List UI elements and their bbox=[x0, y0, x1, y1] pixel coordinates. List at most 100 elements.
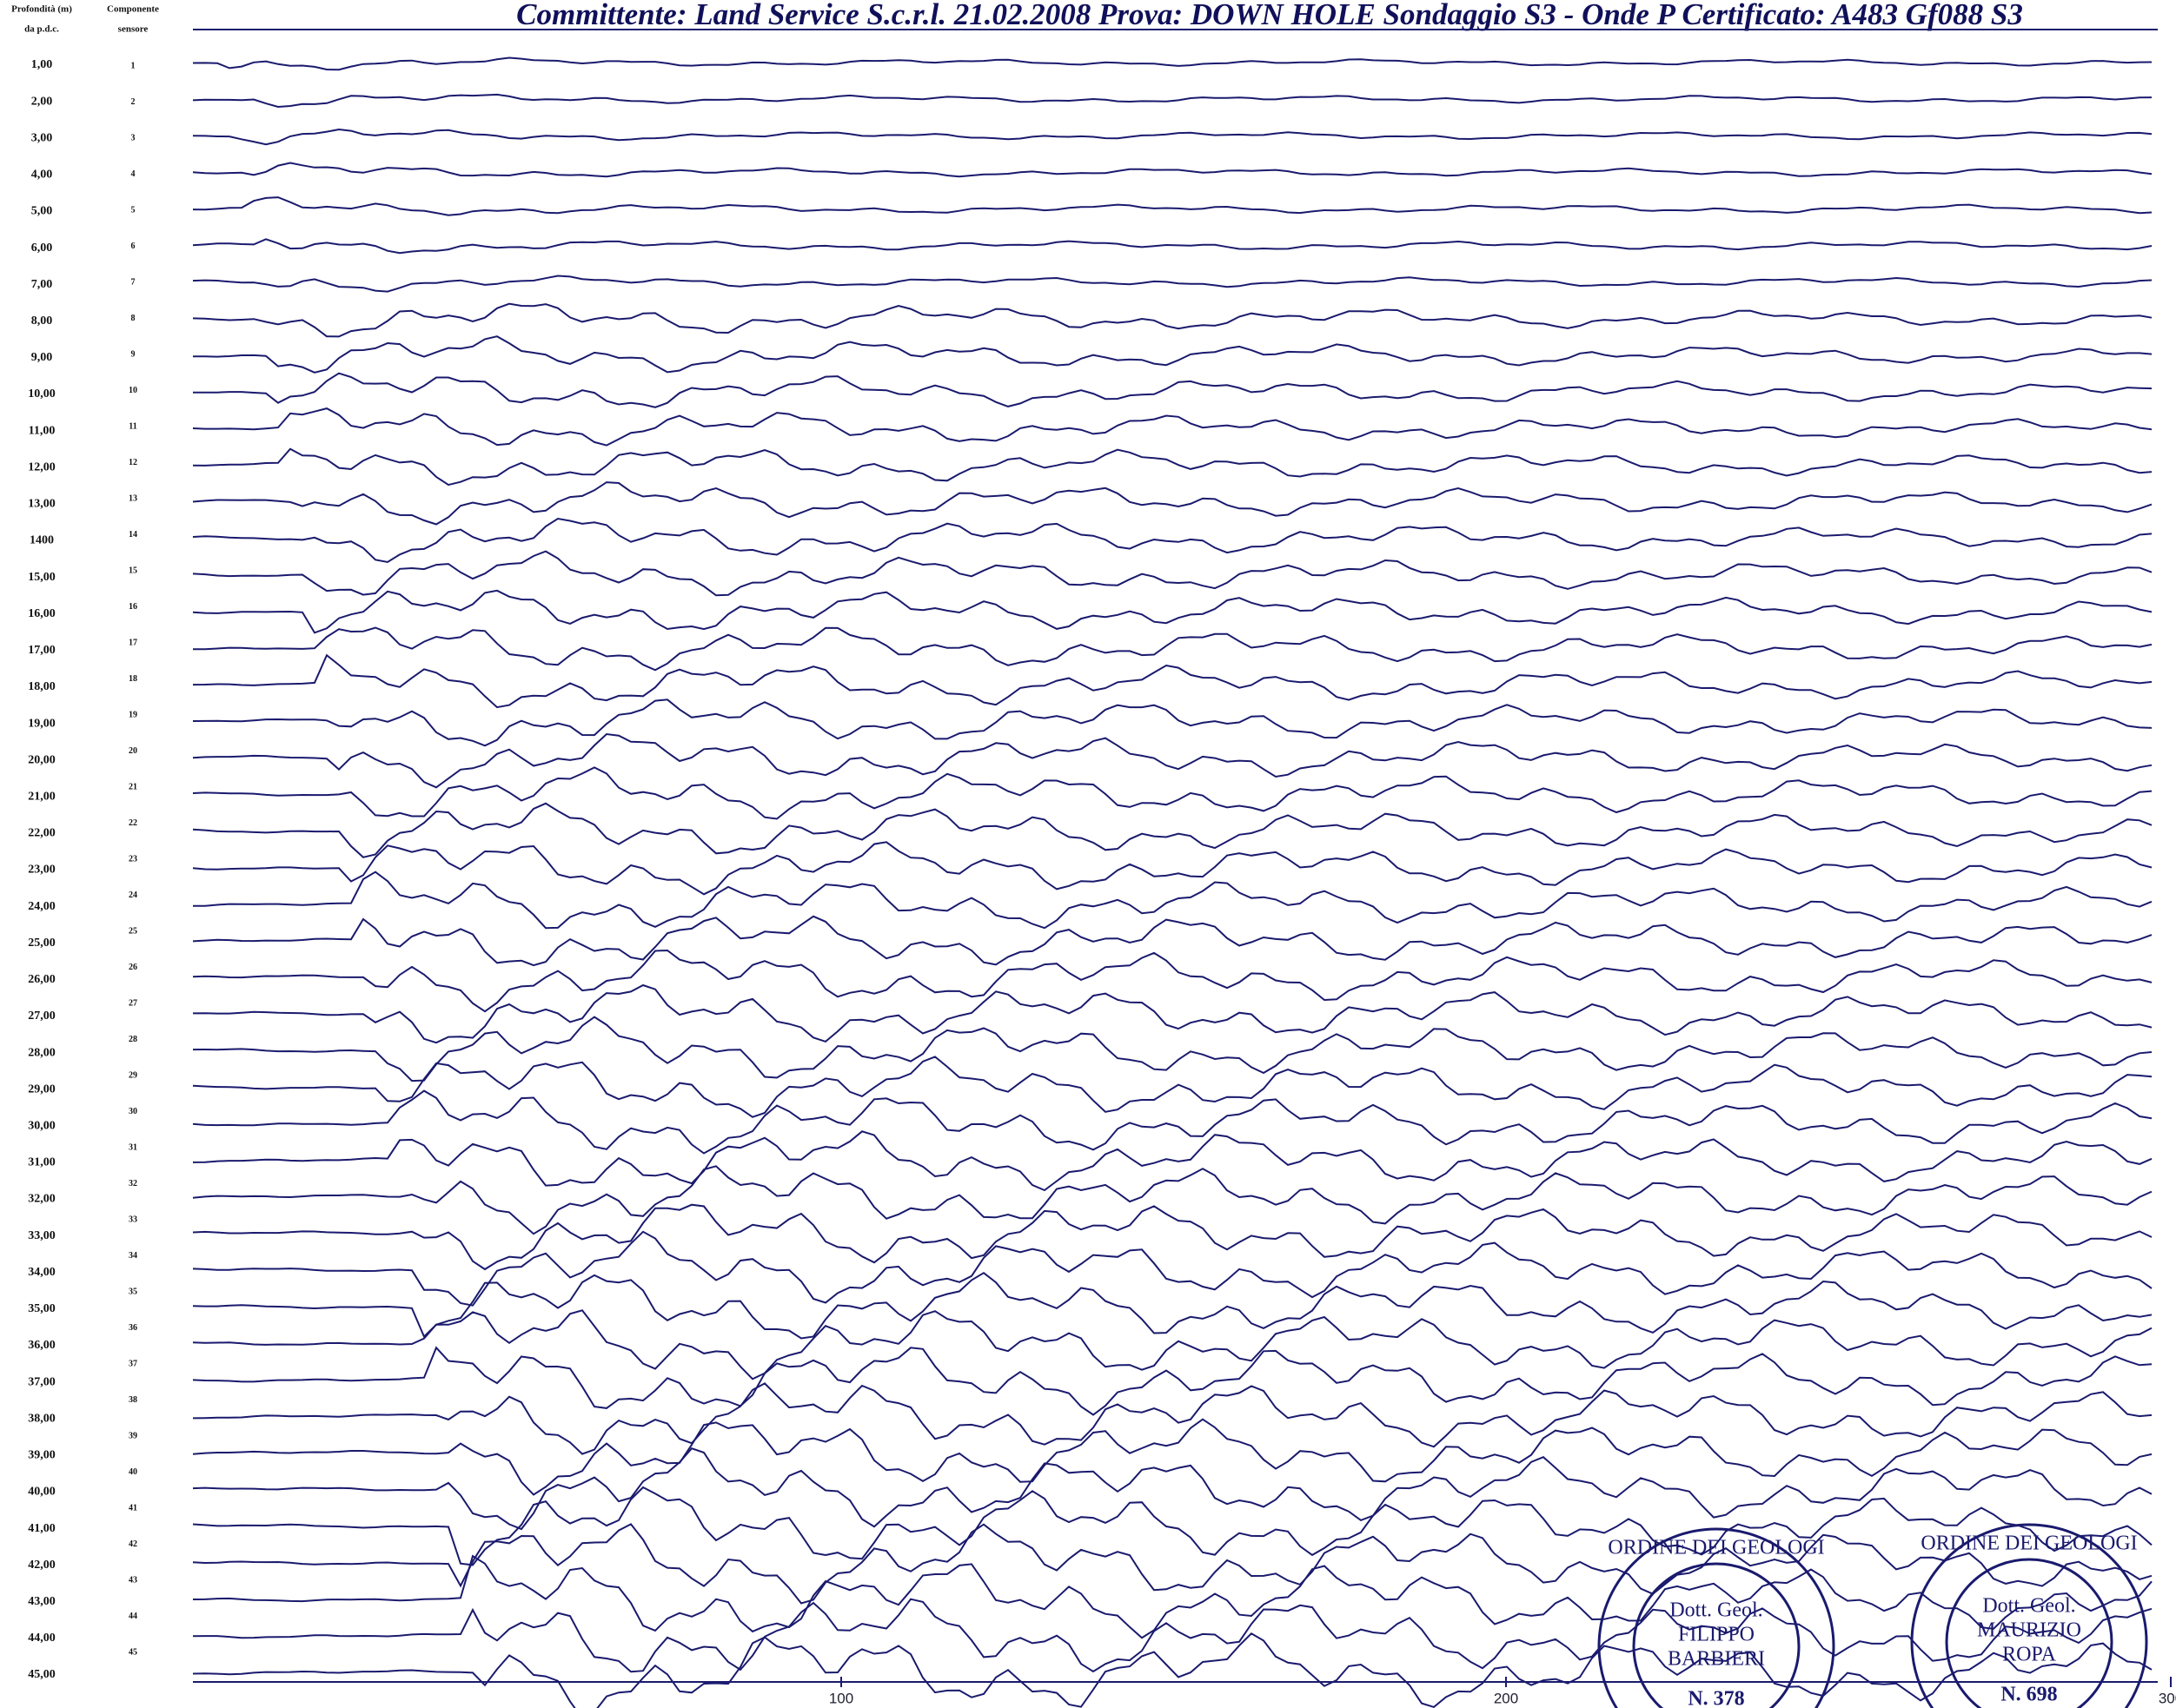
trace bbox=[192, 1346, 2153, 1416]
trace bbox=[192, 128, 2153, 146]
trace bbox=[192, 481, 2153, 526]
stamp-number: N. 378 bbox=[1688, 1688, 1744, 1708]
stamp-ring bbox=[1945, 1558, 2113, 1708]
trace bbox=[192, 1554, 2153, 1639]
sensor-label: 19 bbox=[129, 710, 137, 719]
trace bbox=[192, 447, 2153, 487]
depth-label: 9,00 bbox=[31, 351, 53, 364]
trace bbox=[192, 949, 2153, 1013]
sensor-label: 10 bbox=[129, 386, 137, 395]
trace bbox=[192, 196, 2153, 216]
trace bbox=[192, 1523, 2153, 1605]
trace bbox=[192, 162, 2153, 178]
stamp-ring bbox=[1910, 1523, 2148, 1708]
depth-label: 7,00 bbox=[31, 278, 53, 291]
depth-label: 15,00 bbox=[28, 571, 56, 584]
trace bbox=[192, 335, 2153, 374]
sensor-label: 8 bbox=[131, 314, 136, 323]
stamp-number: N. 698 bbox=[2000, 1684, 2057, 1706]
sensor-label: 7 bbox=[131, 277, 136, 287]
sensor-label: 22 bbox=[129, 818, 137, 828]
sensor-label: 13 bbox=[129, 493, 137, 503]
stamp-text: ROPA bbox=[2002, 1644, 2056, 1666]
sensor-label: 37 bbox=[129, 1359, 137, 1368]
trace bbox=[192, 871, 2153, 930]
trace bbox=[192, 841, 2153, 896]
sensor-label: 25 bbox=[129, 926, 137, 936]
sensor-label: 26 bbox=[129, 963, 137, 972]
depth-label: 33,00 bbox=[28, 1229, 56, 1242]
sensor-label: 31 bbox=[129, 1142, 137, 1152]
trace bbox=[192, 302, 2153, 338]
sensor-label: 36 bbox=[129, 1323, 137, 1333]
trace bbox=[192, 1309, 2153, 1380]
sensor-label: 27 bbox=[129, 998, 137, 1008]
sensor-label: 21 bbox=[129, 782, 137, 791]
stamp-ring bbox=[1632, 1562, 1801, 1708]
depth-label: 36,00 bbox=[28, 1339, 56, 1352]
sensor-label: 20 bbox=[129, 746, 137, 756]
sensor-label: 4 bbox=[131, 169, 136, 179]
sensor-label: 34 bbox=[129, 1251, 137, 1261]
depth-label: 8,00 bbox=[31, 314, 53, 328]
depth-label: 43,00 bbox=[28, 1595, 56, 1608]
trace bbox=[192, 238, 2153, 255]
sensor-label: 35 bbox=[129, 1287, 137, 1296]
sensor-label: 42 bbox=[129, 1539, 137, 1549]
depth-label: 1,00 bbox=[31, 58, 53, 71]
sensor-label: 17 bbox=[129, 638, 137, 647]
depth-label: 25,00 bbox=[28, 937, 56, 950]
stamp-ring bbox=[1597, 1527, 1835, 1708]
sensor-label: 33 bbox=[129, 1215, 137, 1224]
trace bbox=[192, 589, 2153, 634]
depth-heading: Profondità (m) bbox=[11, 4, 72, 15]
depth-label: 27,00 bbox=[28, 1010, 56, 1023]
trace bbox=[192, 766, 2153, 820]
stamp-text: Dott. Geol. bbox=[1982, 1595, 2075, 1618]
trace bbox=[192, 1486, 2153, 1566]
depth-label: 45,00 bbox=[28, 1668, 56, 1681]
sensor-label: 6 bbox=[131, 242, 136, 251]
sensor-label: 30 bbox=[129, 1107, 137, 1116]
depth-label: 22,00 bbox=[28, 827, 56, 840]
trace bbox=[192, 698, 2153, 747]
sensor-label: 16 bbox=[129, 602, 137, 612]
sensor-label: 12 bbox=[129, 458, 137, 467]
sensor-label: 9 bbox=[131, 349, 136, 359]
trace bbox=[192, 1130, 2153, 1192]
trace bbox=[192, 1089, 2153, 1155]
sensor-label: 28 bbox=[129, 1035, 137, 1044]
sensor-label: 41 bbox=[129, 1503, 137, 1513]
sensor-label: 45 bbox=[129, 1647, 137, 1657]
depth-label: 16,00 bbox=[28, 607, 56, 620]
depth-label: 29,00 bbox=[28, 1082, 56, 1096]
depth-label: 38,00 bbox=[28, 1412, 56, 1425]
depth-label: 41,00 bbox=[28, 1522, 56, 1535]
depth-label: 3,00 bbox=[31, 131, 53, 144]
depth-label: 5,00 bbox=[31, 205, 53, 218]
sensor-label: 38 bbox=[129, 1395, 137, 1405]
trace bbox=[192, 1056, 2153, 1118]
trace bbox=[192, 93, 2153, 109]
trace bbox=[192, 983, 2153, 1044]
sensor-heading: sensore bbox=[118, 24, 149, 35]
trace bbox=[192, 1230, 2153, 1307]
depth-label: 35,00 bbox=[28, 1302, 56, 1315]
trace bbox=[192, 550, 2153, 597]
trace bbox=[192, 1203, 2153, 1271]
traces bbox=[192, 56, 2153, 1708]
depth-label: 37,00 bbox=[28, 1375, 56, 1388]
stamp-ring-text: ORDINE DEI GEOLOGI bbox=[1921, 1533, 2137, 1555]
depth-label: 2,00 bbox=[31, 95, 53, 108]
sensor-label: 40 bbox=[129, 1467, 137, 1477]
depth-label: 28,00 bbox=[28, 1046, 56, 1059]
sensor-label: 32 bbox=[129, 1179, 137, 1188]
stamp-text: FILIPPO bbox=[1678, 1624, 1755, 1646]
trace bbox=[192, 1598, 2153, 1673]
depth-label: 11,00 bbox=[29, 424, 56, 437]
trace bbox=[192, 1418, 2153, 1496]
sensor-label: 5 bbox=[131, 205, 136, 215]
trace bbox=[192, 56, 2153, 71]
